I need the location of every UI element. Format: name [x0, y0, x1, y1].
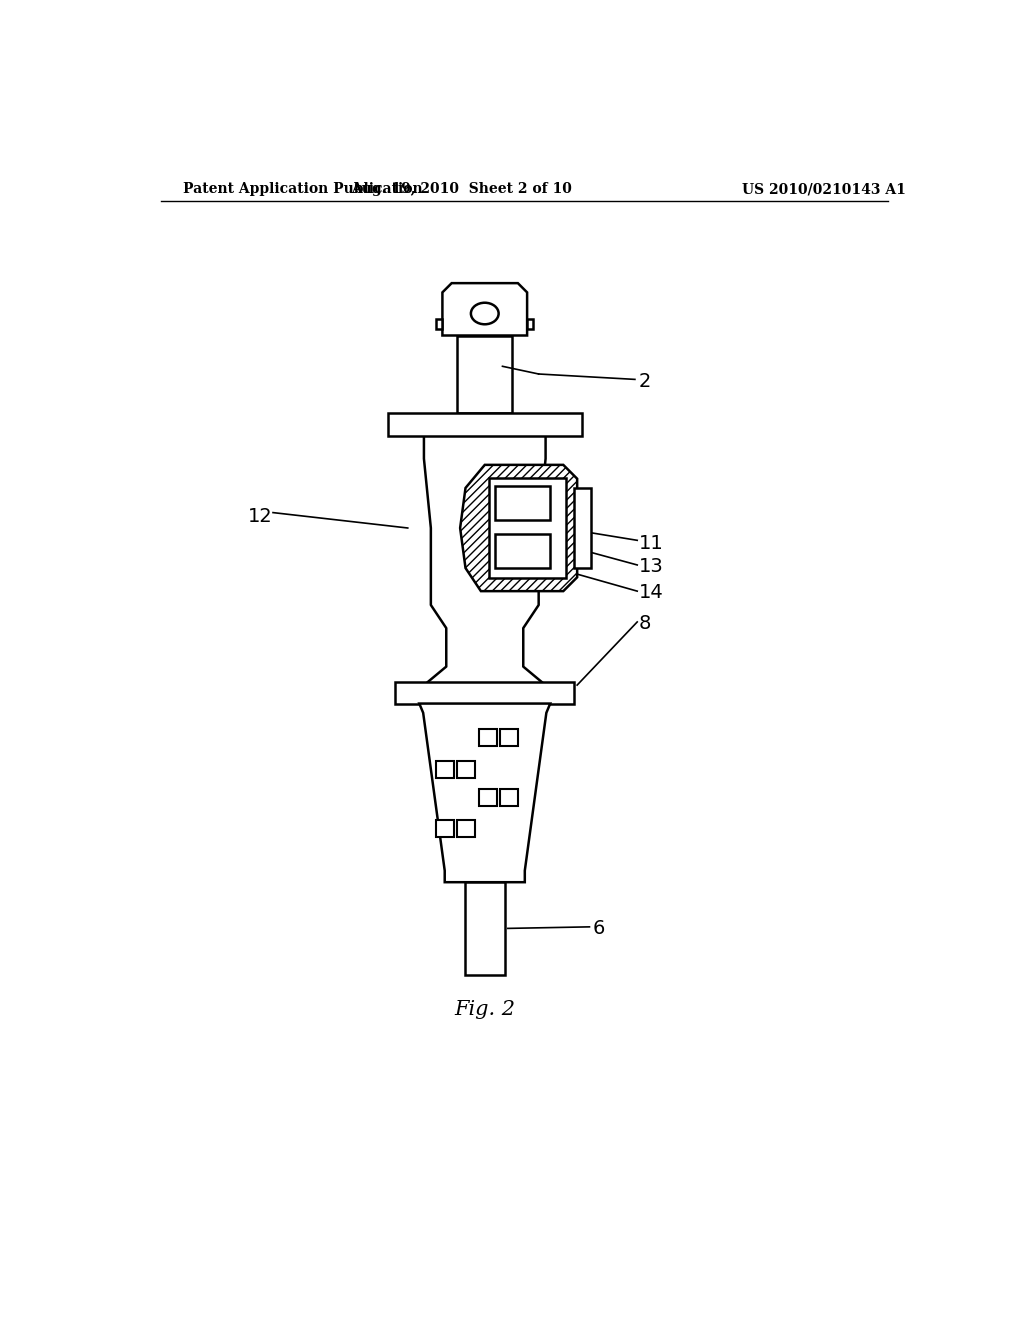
Text: 8: 8 — [639, 614, 651, 634]
Bar — [457, 335, 512, 412]
Text: Patent Application Publication: Patent Application Publication — [183, 182, 423, 197]
Bar — [574, 488, 591, 568]
Bar — [495, 535, 550, 568]
Bar — [388, 413, 582, 436]
Polygon shape — [460, 465, 578, 591]
Text: 2: 2 — [639, 372, 651, 391]
Text: 6: 6 — [593, 919, 605, 939]
Text: 13: 13 — [639, 557, 664, 576]
Polygon shape — [419, 704, 550, 882]
Bar — [479, 729, 497, 746]
Text: Aug. 19, 2010  Sheet 2 of 10: Aug. 19, 2010 Sheet 2 of 10 — [351, 182, 572, 197]
Bar — [436, 820, 454, 837]
Bar — [488, 478, 565, 578]
Bar — [500, 789, 518, 807]
Text: 14: 14 — [639, 583, 664, 602]
Bar — [457, 820, 475, 837]
Bar — [500, 729, 518, 746]
Bar — [527, 318, 534, 330]
Ellipse shape — [471, 302, 499, 325]
Bar — [479, 789, 497, 807]
Bar — [436, 762, 454, 779]
Text: 12: 12 — [248, 507, 272, 525]
Bar — [465, 882, 505, 974]
Bar — [457, 762, 475, 779]
Polygon shape — [442, 284, 527, 335]
Text: Fig. 2: Fig. 2 — [455, 999, 515, 1019]
Text: US 2010/0210143 A1: US 2010/0210143 A1 — [741, 182, 905, 197]
Bar — [495, 487, 550, 520]
Bar — [395, 682, 574, 704]
Text: 11: 11 — [639, 533, 664, 553]
Bar — [436, 318, 442, 330]
Polygon shape — [419, 436, 551, 697]
